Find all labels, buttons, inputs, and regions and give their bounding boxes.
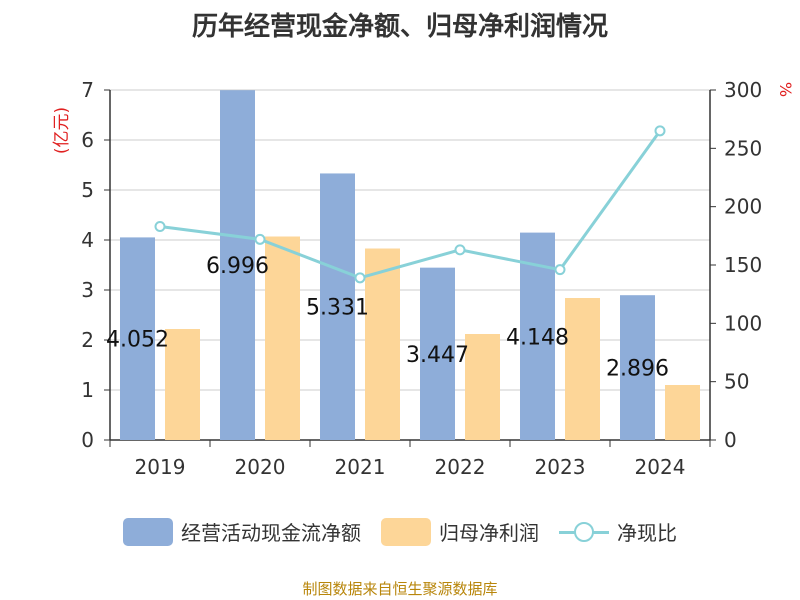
y-right-tick-label: 250 bbox=[724, 136, 762, 160]
bar-cash-2020 bbox=[220, 90, 255, 440]
data-label-cash-2024: 2.896 bbox=[606, 357, 669, 382]
data-label-cash-2021: 5.331 bbox=[306, 296, 369, 321]
legend-label-ratio: 净现比 bbox=[617, 521, 677, 545]
bar-profit-2020 bbox=[265, 236, 300, 440]
ratio-point-2020 bbox=[254, 233, 266, 245]
ratio-line bbox=[159, 129, 662, 280]
ratio-point-2023 bbox=[554, 264, 566, 276]
x-tick-label: 2024 bbox=[635, 455, 686, 479]
ratio-point-2021 bbox=[354, 272, 366, 284]
y-right-tick-label: 100 bbox=[724, 311, 762, 335]
x-tick-label: 2023 bbox=[535, 455, 586, 479]
chart-title: 历年经营现金净额、归母净利润情况 bbox=[191, 12, 608, 42]
bar-profit-2019 bbox=[165, 329, 200, 440]
data-label-cash-2020: 6.996 bbox=[206, 254, 269, 279]
y-left-tick-label: 3 bbox=[81, 278, 94, 302]
bar-profit-2024 bbox=[665, 385, 700, 440]
x-tick-label: 2019 bbox=[135, 455, 186, 479]
legend-swatch-profit bbox=[381, 517, 431, 546]
ratio-point-2024 bbox=[654, 125, 666, 137]
data-label-cash-2019: 4.052 bbox=[106, 328, 169, 353]
ratio-point-2022 bbox=[454, 244, 466, 256]
y-left-tick-label: 1 bbox=[81, 378, 94, 402]
bar-cash-2019 bbox=[120, 237, 155, 440]
y-left-tick-label: 6 bbox=[81, 128, 94, 152]
data-source: 制图数据来自恒生聚源数据库 bbox=[302, 580, 498, 598]
y-right-tick-label: 0 bbox=[724, 428, 737, 452]
y-left-tick-label: 7 bbox=[81, 78, 94, 102]
y-left-tick-label: 2 bbox=[81, 328, 94, 352]
ratio-point-2019 bbox=[154, 221, 166, 232]
y-right-tick-label: 50 bbox=[724, 370, 749, 394]
bar-profit-2021 bbox=[365, 248, 400, 440]
bar-cash-2021 bbox=[320, 173, 355, 440]
bar-profit-2022 bbox=[465, 334, 500, 440]
legend-item-profit[interactable]: 归母净利润 bbox=[381, 517, 539, 546]
legend-swatch-cash bbox=[123, 517, 173, 546]
x-tick-label: 2020 bbox=[235, 455, 286, 479]
legend-swatch-ratio bbox=[559, 518, 609, 546]
legend-item-ratio[interactable]: 净现比 bbox=[559, 517, 677, 546]
legend-label-profit: 归母净利润 bbox=[439, 521, 539, 545]
y-right-tick-label: 300 bbox=[724, 78, 762, 102]
x-tick-label: 2021 bbox=[335, 455, 386, 479]
bar-cash-2024 bbox=[620, 295, 655, 440]
y-right-tick-label: 150 bbox=[724, 253, 762, 277]
y-right-tick-label: 200 bbox=[724, 195, 762, 219]
y-left-tick-label: 4 bbox=[81, 228, 94, 252]
data-label-cash-2022: 3.447 bbox=[406, 343, 469, 368]
y-left-tick-label: 0 bbox=[81, 428, 94, 452]
data-label-cash-2023: 4.148 bbox=[506, 325, 569, 350]
legend-label-cash: 经营活动现金流净额 bbox=[181, 521, 361, 545]
y-left-tick-label: 5 bbox=[81, 178, 94, 202]
bar-profit-2023 bbox=[565, 298, 600, 440]
bar-cash-2022 bbox=[420, 267, 455, 440]
x-tick-label: 2022 bbox=[435, 455, 486, 479]
legend-item-cash[interactable]: 经营活动现金流净额 bbox=[123, 517, 361, 546]
legend: 经营活动现金流净额 归母净利润 净现比 bbox=[0, 517, 800, 546]
